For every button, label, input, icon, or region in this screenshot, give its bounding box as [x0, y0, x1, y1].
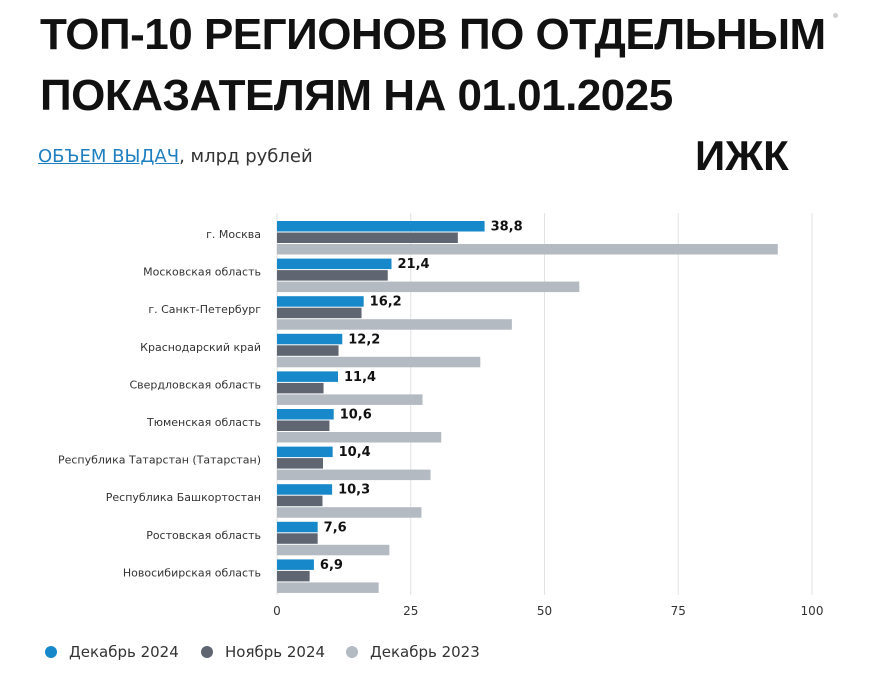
bar: [277, 333, 343, 345]
bar: [277, 356, 481, 368]
category-label: Новосибирская область: [123, 566, 261, 579]
data-label: 12,2: [348, 332, 380, 347]
data-label: 6,9: [320, 558, 343, 573]
data-label: 7,6: [324, 520, 347, 535]
legend-label: Декабрь 2024: [69, 643, 179, 661]
legend-dot-icon: [201, 646, 213, 658]
bar: [277, 544, 390, 556]
bar: [277, 244, 778, 255]
legend-item[interactable]: Декабрь 2023: [346, 643, 480, 661]
x-tick-label: 50: [537, 604, 552, 618]
title-line-2: ПОКАЗАТЕЛЯМ НА 01.01.2025: [40, 71, 673, 120]
bar: [277, 281, 580, 293]
data-label: 11,4: [344, 370, 376, 385]
bars: [277, 221, 778, 593]
category-label: Тюменская область: [146, 416, 261, 429]
data-label: 10,6: [340, 408, 372, 423]
category-label: г. Санкт-Петербург: [148, 303, 261, 316]
category-badge: ИЖК: [695, 132, 789, 179]
category-label: Московская область: [143, 266, 261, 279]
bar: [277, 296, 364, 307]
category-label: Ростовская область: [146, 529, 261, 542]
bar: [277, 432, 442, 443]
volume-link[interactable]: ОБЪЕМ ВЫДАЧ: [38, 146, 180, 167]
category-label: г. Москва: [206, 228, 261, 241]
bar: [277, 371, 338, 382]
chart-subtitle: ОБЪЕМ ВЫДАЧ, млрд рублей: [38, 146, 313, 167]
legend: Декабрь 2024 Ноябрь 2024 Декабрь 2023: [0, 643, 886, 667]
bar: [277, 232, 458, 243]
category-label: Краснодарский край: [140, 341, 261, 354]
category-label: Республика Татарстан (Татарстан): [58, 454, 261, 467]
x-tick-label: 0: [273, 604, 281, 618]
labels: 0 25 50 75 100 г. Москва 38,8 Московская област…: [58, 220, 824, 619]
data-label: 10,4: [339, 445, 371, 460]
data-label: 21,4: [397, 257, 429, 272]
legend-item[interactable]: Ноябрь 2024: [201, 643, 325, 661]
data-label: 38,8: [491, 220, 523, 235]
bar: [277, 446, 333, 458]
x-tick-label: 100: [801, 604, 824, 618]
menu-dot-icon[interactable]: [833, 13, 838, 18]
legend-dot-icon: [45, 646, 57, 658]
bar: [277, 319, 512, 330]
bar: [277, 570, 310, 582]
bar: [277, 458, 324, 469]
bar: [277, 582, 379, 593]
bar: [277, 394, 423, 405]
bar: [277, 495, 323, 507]
page-title: ТОП-10 РЕГИОНОВ ПО ОТДЕЛЬНЫМ ПОКАЗАТЕЛЯМ…: [40, 4, 840, 126]
bar: [277, 521, 318, 533]
bar: [277, 484, 333, 495]
legend-item[interactable]: Декабрь 2024: [45, 643, 179, 661]
bar: [277, 382, 324, 394]
x-tick-label: 25: [403, 604, 418, 618]
bar: [277, 420, 330, 431]
bar: [277, 307, 362, 319]
bar: [277, 270, 388, 281]
category-label: Свердловская область: [129, 378, 261, 391]
bar: [277, 258, 392, 270]
unit-label: , млрд рублей: [179, 146, 313, 167]
bar: [277, 507, 422, 518]
data-label: 10,3: [338, 483, 370, 498]
bar: [277, 221, 485, 232]
category-label: Республика Башкортостан: [106, 491, 261, 504]
x-tick-label: 75: [671, 604, 686, 618]
bar: [277, 559, 314, 570]
title-line-1: ТОП-10 РЕГИОНОВ ПО ОТДЕЛЬНЫМ: [40, 10, 826, 59]
bar: [277, 345, 339, 356]
bar: [277, 409, 334, 420]
legend-dot-icon: [346, 646, 358, 658]
bar: [277, 533, 318, 544]
bar: [277, 469, 431, 481]
bar-chart: 0 25 50 75 100 г. Москва 38,8 Московская област…: [58, 213, 824, 619]
data-label: 16,2: [370, 295, 402, 310]
legend-label: Ноябрь 2024: [225, 643, 326, 661]
legend-label: Декабрь 2023: [370, 643, 480, 661]
